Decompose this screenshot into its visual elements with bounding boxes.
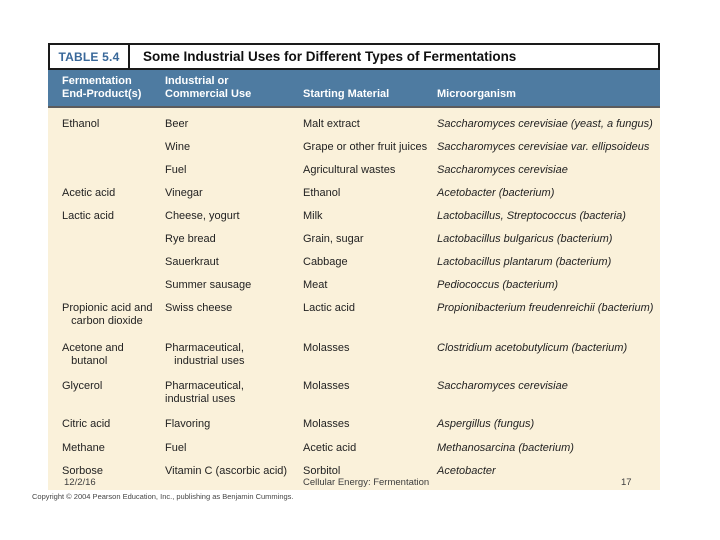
microorganism-cell: Saccharomyces cerevisiae var. ellipsoide… <box>437 141 650 153</box>
starting-material-cell: Acetic acid <box>303 442 357 454</box>
use-cell: Wine <box>165 141 191 153</box>
use-cell: Rye bread <box>165 233 216 245</box>
microorganism-cell: Aspergillus (fungus) <box>437 418 535 430</box>
copyright-line: Copyright © 2004 Pearson Education, Inc.… <box>32 492 294 501</box>
microorganism-cell: Lactobacillus plantarum (bacterium) <box>437 256 612 268</box>
end-product-cell: Ethanol <box>62 118 100 130</box>
starting-material-cell: Grain, sugar <box>303 233 364 245</box>
starting-material-cell: Meat <box>303 279 328 291</box>
starting-material-cell: Milk <box>303 210 323 222</box>
microorganism-cell: Saccharomyces cerevisiae <box>437 164 568 176</box>
end-product-cell: Acetone and butanol <box>62 342 124 367</box>
starting-material-cell: Molasses <box>303 418 350 430</box>
use-cell: Flavoring <box>165 418 211 430</box>
end-product-cell: Lactic acid <box>62 210 114 222</box>
microorganism-cell: Propionibacterium freudenreichii (bacter… <box>437 302 654 314</box>
use-cell: Fuel <box>165 164 187 176</box>
table-row: Sorbose Vitamin C (ascorbic acid) Sorbitol… <box>48 463 660 486</box>
starting-material-cell: Malt extract <box>303 118 360 130</box>
column-headers: Fermentation End-Product(s) Industrial or C… <box>48 70 660 108</box>
end-product-cell: Citric acid <box>62 418 111 430</box>
use-cell: Fuel <box>165 442 187 454</box>
table-row: Propionic acid and carbon dioxide Swiss c… <box>48 300 660 340</box>
table-row: Citric acid Flavoring Molasses Aspergillus … <box>48 416 660 440</box>
starting-material-cell: Molasses <box>303 342 350 354</box>
footer-page-number: 17 <box>621 477 632 488</box>
use-cell: Swiss cheese <box>165 302 233 314</box>
column-header-end-product: Fermentation End-Product(s) <box>62 75 142 100</box>
microorganism-cell: Lactobacillus, Streptococcus (bacteria) <box>437 210 626 222</box>
table-row: Methane Fuel Acetic acid Methanosarcina (ba… <box>48 440 660 463</box>
end-product-cell: Glycerol <box>62 380 103 392</box>
use-cell: Cheese, yogurt <box>165 210 240 222</box>
column-header-use: Industrial or Commercial Use <box>165 75 252 100</box>
column-header-microorganism: Microorganism <box>437 88 516 100</box>
microorganism-cell: Acetobacter (bacterium) <box>437 187 555 199</box>
table-number-label: TABLE 5.4 <box>50 45 130 68</box>
microorganism-cell: Methanosarcina (bacterium) <box>437 442 574 454</box>
microorganism-cell: Lactobacillus bulgaricus (bacterium) <box>437 233 613 245</box>
use-cell: Pharmaceutical, industrial uses <box>165 342 245 367</box>
footer-slide-title: Cellular Energy: Fermentation <box>303 477 430 488</box>
end-product-cell <box>48 162 165 185</box>
end-product-cell <box>48 277 165 300</box>
starting-material-cell: Ethanol <box>303 187 341 199</box>
starting-material-cell: Cabbage <box>303 256 348 268</box>
starting-material-cell: Grape or other fruit juices <box>303 141 428 153</box>
end-product-cell <box>48 254 165 277</box>
use-cell: Sauerkraut <box>165 256 219 268</box>
microorganism-cell: Saccharomyces cerevisiae <box>437 380 568 392</box>
use-cell: Pharmaceutical, industrial uses <box>165 380 244 405</box>
footer-date: 12/2/16 <box>64 477 96 488</box>
starting-material-cell: Molasses <box>303 380 350 392</box>
table-row: Summer sausage Meat Pediococcus (bacterium… <box>48 277 660 300</box>
starting-material-cell: Agricultural wastes <box>303 164 396 176</box>
starting-material-cell: Lactic acid <box>303 302 355 314</box>
table-row: Glycerol Pharmaceutical, industrial uses Mo… <box>48 378 660 416</box>
table-row: Sauerkraut Cabbage Lactobacillus plantarum… <box>48 254 660 277</box>
end-product-cell: Methane <box>62 442 105 454</box>
use-cell: Vitamin C (ascorbic acid) <box>165 465 288 477</box>
table-row: Acetic acid Vinegar Ethanol Acetobacter (ba… <box>48 185 660 208</box>
microorganism-cell: Clostridium acetobutylicum (bacterium) <box>437 342 628 354</box>
table-row: Wine Grape or other fruit juices Saccharom… <box>48 139 660 162</box>
table-row: Lactic acid Cheese, yogurt Milk Lactobacill… <box>48 208 660 231</box>
table-row: Ethanol Beer Malt extract Saccharomyces cer… <box>48 116 660 139</box>
table-row: Acetone and butanol Pharmaceutical, indus… <box>48 340 660 378</box>
fermentation-table: TABLE 5.4 Some Industrial Uses for Diffe… <box>48 43 660 490</box>
table-title-row: TABLE 5.4 Some Industrial Uses for Diffe… <box>48 43 660 70</box>
microorganism-cell: Acetobacter <box>437 465 496 477</box>
table-title: Some Industrial Uses for Different Types… <box>143 49 517 64</box>
use-cell: Summer sausage <box>165 279 252 291</box>
column-header-starting-material: Starting Material <box>303 88 390 100</box>
starting-material-cell: Sorbitol <box>303 465 341 477</box>
use-cell: Vinegar <box>165 187 203 199</box>
microorganism-cell: Pediococcus (bacterium) <box>437 279 559 291</box>
end-product-cell: Acetic acid <box>62 187 116 199</box>
table-row: Fuel Agricultural wastes Saccharomyces cer… <box>48 162 660 185</box>
table-body: Ethanol Beer Malt extract Saccharomyces cer… <box>48 108 660 490</box>
end-product-cell: Propionic acid and carbon dioxide <box>62 302 153 327</box>
microorganism-cell: Saccharomyces cerevisiae (yeast, a fungu… <box>437 118 653 130</box>
use-cell: Beer <box>165 118 189 130</box>
end-product-cell <box>48 231 165 254</box>
end-product-cell: Sorbose <box>62 465 103 477</box>
end-product-cell <box>48 139 165 162</box>
table-row: Rye bread Grain, sugar Lactobacillus bulga… <box>48 231 660 254</box>
